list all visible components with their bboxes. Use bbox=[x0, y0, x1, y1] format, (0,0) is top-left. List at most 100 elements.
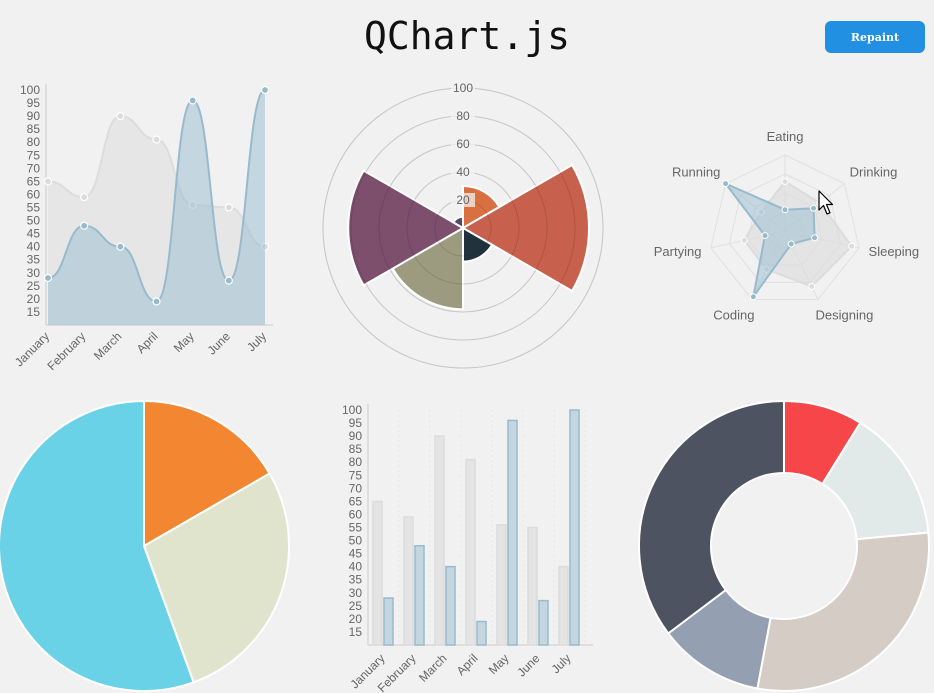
series-line bbox=[47, 89, 266, 303]
radar-point bbox=[740, 236, 748, 244]
r-tick-label: 100 bbox=[453, 81, 473, 95]
radar-point bbox=[749, 293, 757, 301]
series-point bbox=[80, 221, 89, 230]
page-title: QChart.js bbox=[364, 14, 570, 58]
bar bbox=[569, 409, 580, 646]
y-tick-label: 70 bbox=[27, 161, 41, 175]
y-tick-label: 40 bbox=[27, 240, 41, 254]
bar bbox=[558, 565, 569, 646]
pie-slice bbox=[143, 399, 271, 548]
r-tick-label: 20 bbox=[456, 193, 470, 207]
radar-point bbox=[761, 232, 769, 240]
y-tick-label: 50 bbox=[349, 534, 363, 548]
y-tick-label: 100 bbox=[342, 403, 362, 417]
series-point bbox=[43, 177, 53, 186]
polar-segment bbox=[347, 169, 466, 287]
y-tick-label: 90 bbox=[349, 429, 363, 443]
y-tick-label: 15 bbox=[27, 305, 41, 319]
bar bbox=[403, 516, 414, 646]
series-area bbox=[48, 90, 265, 325]
radar-axis-label: Drinking bbox=[850, 164, 898, 179]
bar bbox=[538, 599, 549, 646]
radar-axis-label: Eating bbox=[767, 129, 804, 144]
pie-slice bbox=[0, 399, 195, 692]
radar-series bbox=[722, 181, 816, 298]
radar-point bbox=[787, 240, 795, 248]
tick-backdrop bbox=[451, 81, 475, 95]
tick-backdrop bbox=[451, 137, 475, 151]
y-tick-label: 60 bbox=[349, 507, 363, 521]
polar-segment bbox=[391, 226, 464, 311]
y-tick-label: 20 bbox=[27, 292, 41, 306]
radar-point bbox=[781, 206, 789, 214]
y-tick-label: 85 bbox=[27, 122, 41, 136]
tick-backdrop bbox=[451, 193, 475, 207]
bar bbox=[496, 524, 507, 646]
y-tick-label: 55 bbox=[27, 201, 41, 215]
pie-slice bbox=[142, 472, 290, 684]
series-point bbox=[224, 276, 233, 285]
r-tick-label: 60 bbox=[456, 137, 470, 151]
y-tick-label: 80 bbox=[27, 135, 41, 149]
y-tick-label: 95 bbox=[349, 416, 363, 430]
series-point bbox=[260, 85, 270, 95]
radar-point bbox=[781, 178, 789, 186]
y-tick-label: 35 bbox=[27, 253, 41, 267]
series-point bbox=[152, 297, 161, 306]
bar bbox=[476, 620, 487, 646]
radar-axis-label: Designing bbox=[816, 308, 874, 323]
series-point bbox=[116, 112, 125, 121]
radar-axis-label: Partying bbox=[654, 244, 702, 259]
radar-axis-label: Running bbox=[672, 164, 720, 179]
radar-grid bbox=[710, 154, 860, 300]
radar-axis-label: Coding bbox=[713, 308, 754, 323]
mouse-pointer-icon bbox=[818, 190, 834, 215]
doughnut-segment bbox=[756, 531, 930, 692]
y-tick-label: 75 bbox=[27, 148, 41, 162]
doughnut-segment bbox=[638, 399, 785, 635]
r-tick-label: 80 bbox=[456, 109, 470, 123]
y-tick-label: 60 bbox=[27, 187, 41, 201]
repaint-button[interactable]: Repaint bbox=[825, 21, 925, 53]
y-tick-label: 55 bbox=[349, 521, 363, 535]
y-tick-label: 45 bbox=[349, 547, 363, 561]
y-tick-label: 85 bbox=[349, 442, 363, 456]
y-tick-label: 100 bbox=[20, 83, 40, 97]
bar bbox=[434, 435, 445, 646]
y-tick-label: 65 bbox=[349, 494, 363, 508]
y-tick-label: 30 bbox=[27, 266, 41, 280]
radar-point bbox=[808, 282, 816, 290]
y-tick-label: 35 bbox=[349, 573, 363, 587]
r-tick-label: 40 bbox=[456, 165, 470, 179]
polar-segment bbox=[461, 163, 590, 293]
y-tick-label: 65 bbox=[27, 174, 41, 188]
series-point bbox=[152, 135, 161, 144]
bar bbox=[372, 500, 383, 646]
y-tick-label: 15 bbox=[349, 625, 363, 639]
bar bbox=[507, 419, 518, 646]
y-tick-label: 50 bbox=[27, 214, 41, 228]
y-tick-label: 70 bbox=[349, 481, 363, 495]
polar-segment bbox=[451, 215, 464, 230]
y-tick-label: 20 bbox=[349, 612, 363, 626]
series-point bbox=[224, 203, 233, 212]
y-tick-label: 95 bbox=[27, 96, 41, 110]
series-point bbox=[116, 242, 125, 251]
tick-backdrop bbox=[451, 109, 475, 123]
radar-point bbox=[810, 204, 818, 212]
bar bbox=[445, 565, 456, 646]
bar bbox=[414, 545, 425, 646]
tick-backdrop bbox=[451, 165, 475, 179]
y-tick-label: 75 bbox=[349, 468, 363, 482]
bar bbox=[527, 526, 538, 646]
series-point bbox=[188, 96, 197, 105]
bar bbox=[383, 597, 394, 646]
radar-point bbox=[848, 242, 856, 250]
y-tick-label: 25 bbox=[27, 279, 41, 293]
